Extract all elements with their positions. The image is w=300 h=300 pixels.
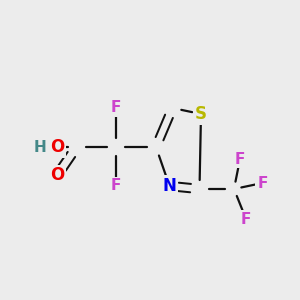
Text: O: O: [50, 138, 64, 156]
Text: F: F: [110, 100, 121, 116]
Text: O: O: [50, 167, 64, 184]
Text: F: F: [235, 152, 245, 166]
Text: N: N: [163, 177, 176, 195]
Text: F: F: [110, 178, 121, 194]
Text: S: S: [195, 105, 207, 123]
Text: H: H: [33, 140, 46, 154]
Text: F: F: [241, 212, 251, 226]
Text: F: F: [257, 176, 268, 190]
